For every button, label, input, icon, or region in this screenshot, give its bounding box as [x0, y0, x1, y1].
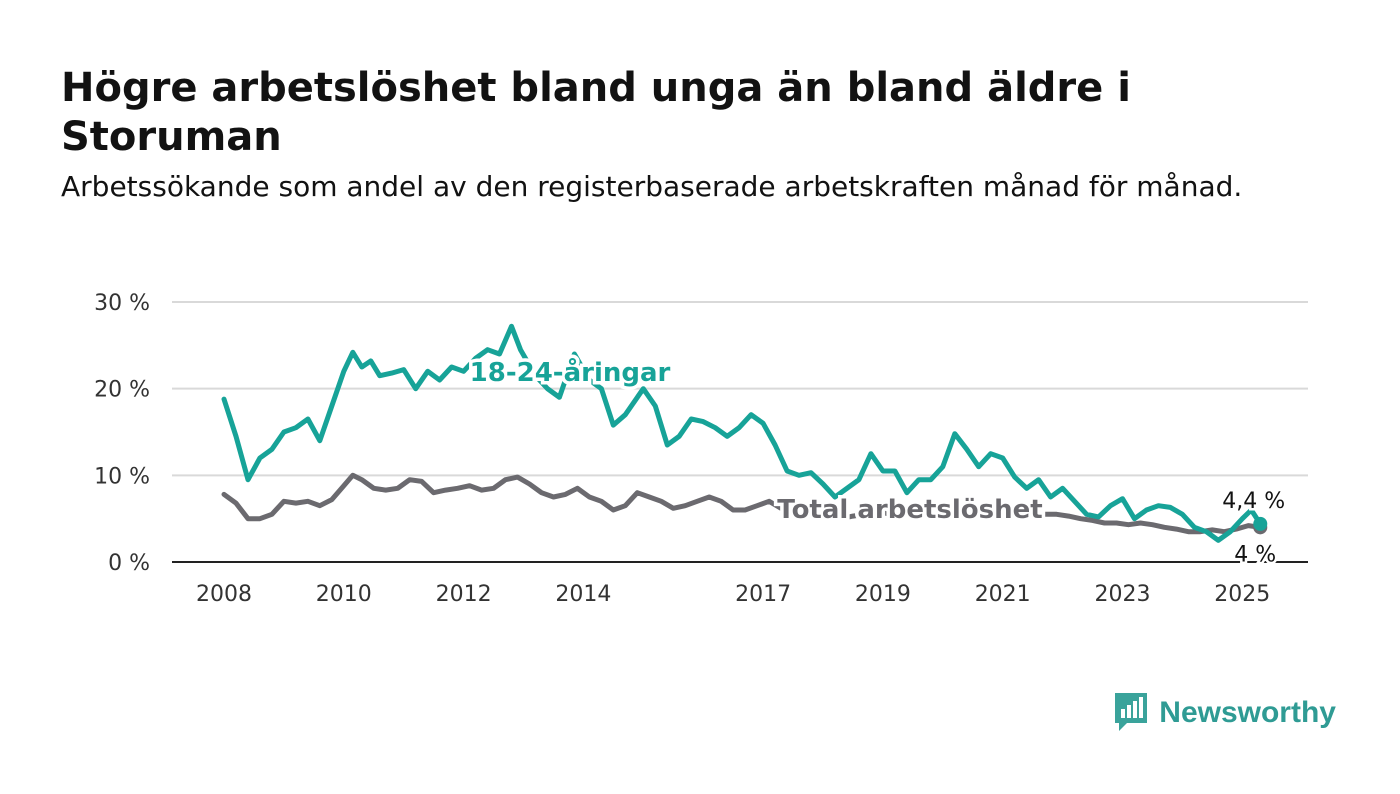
x-tick-label: 2023: [1095, 582, 1151, 607]
y-tick-label: 20 %: [94, 378, 150, 403]
gridlines: [172, 301, 1308, 477]
x-tick-label: 2017: [735, 582, 791, 607]
y-tick-label: 0 %: [108, 551, 150, 576]
x-tick-label: 2014: [555, 582, 611, 607]
y-tick-label: 30 %: [94, 291, 150, 316]
series-name-label: Total arbetslöshet: [777, 495, 1042, 525]
series-end-label: 4 %: [1234, 542, 1276, 567]
line-chart: 0 % 10 % 20 % 30 % 2008 2010 2012 2014 2017 2019…: [94, 291, 1308, 607]
chart-subtitle: Arbetssökande som andel av den registerb…: [61, 170, 1243, 203]
newsworthy-logo-icon: [1115, 693, 1148, 731]
series-end-label: 4,4 %: [1222, 489, 1285, 514]
series-line: [221, 472, 1263, 535]
x-tick-label: 2019: [855, 582, 911, 607]
y-axis-tick-labels: 0 % 10 % 20 % 30 %: [94, 291, 150, 576]
series-lines: [221, 323, 1268, 543]
x-tick-label: 2012: [436, 582, 492, 607]
x-tick-label: 2021: [975, 582, 1031, 607]
x-tick-label: 2010: [316, 582, 372, 607]
chart-title: Högre arbetslöshet bland unga än bland ä…: [61, 65, 1131, 160]
y-tick-label: 10 %: [94, 464, 150, 489]
x-tick-label: 2025: [1214, 582, 1270, 607]
series-name-label: 18-24-åringar: [470, 356, 671, 388]
series-line: [221, 323, 1263, 543]
series-end-point: [1253, 516, 1268, 531]
newsworthy-brand: Newsworthy: [1113, 690, 1336, 736]
brand-name: Newsworthy: [1159, 696, 1336, 729]
x-tick-label: 2008: [196, 582, 252, 607]
series-labels: 18-24-åringar 4,4 % Total arbetslöshet 4 %: [466, 353, 1288, 570]
x-axis-tick-labels: 2008 2010 2012 2014 2017 2019 2021 2023 2025: [196, 582, 1270, 607]
